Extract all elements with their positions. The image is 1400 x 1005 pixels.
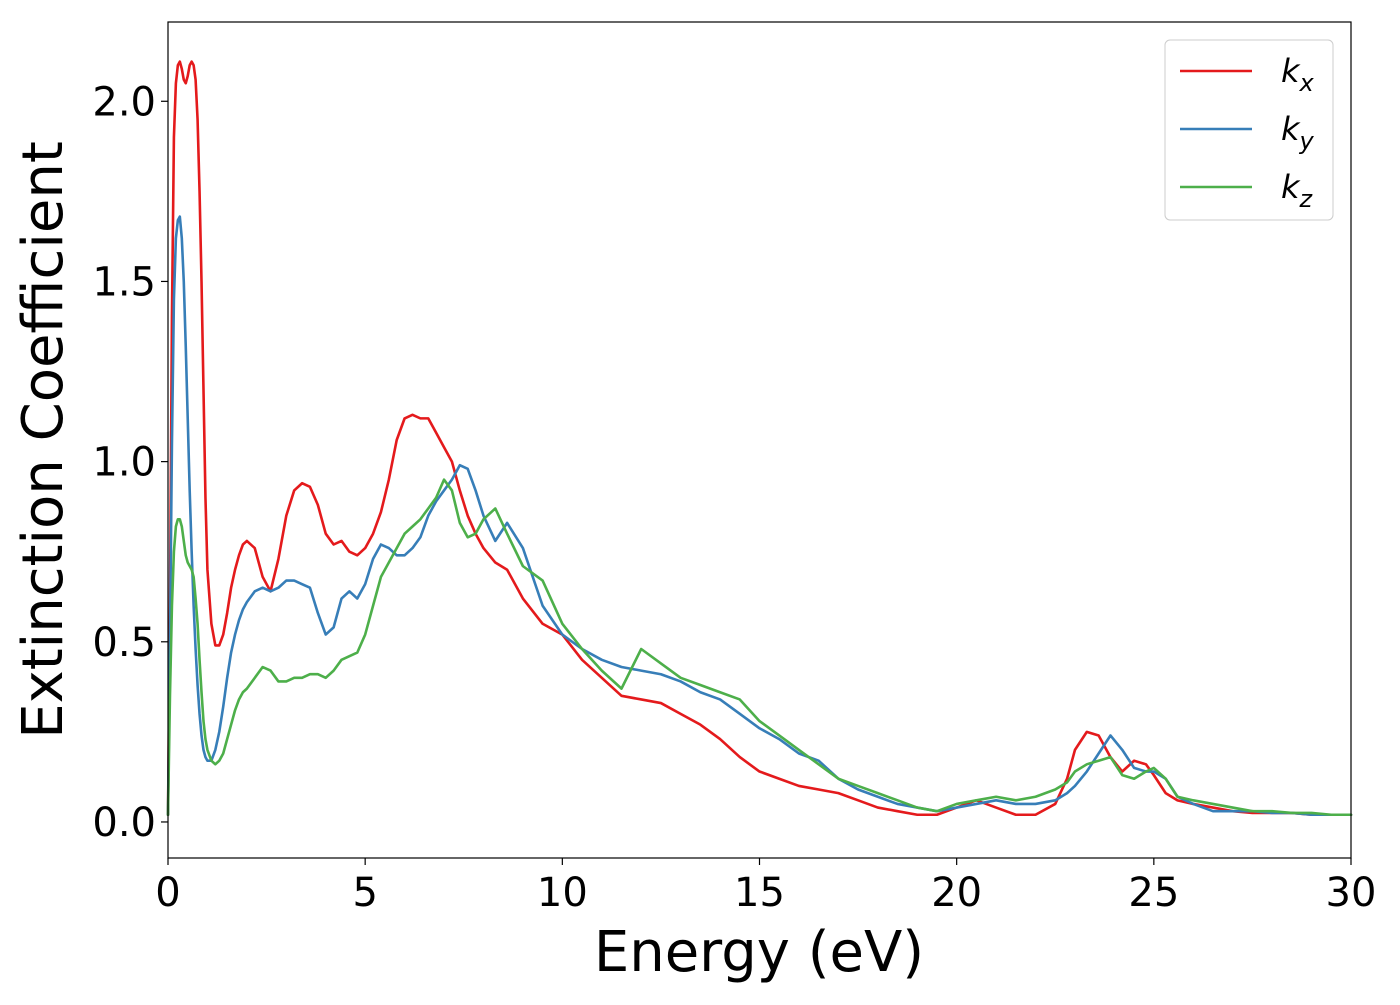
x-axis-title: Energy (eV) — [594, 920, 924, 985]
y-tick-label: 0.0 — [92, 800, 156, 846]
y-tick-label: 1.5 — [92, 259, 156, 305]
x-tick-label: 15 — [734, 870, 785, 916]
x-tick-label: 25 — [1128, 870, 1179, 916]
x-tick-label: 20 — [931, 870, 982, 916]
y-axis-title: Extinction Coefficient — [11, 141, 76, 739]
series-layer — [166, 60, 1353, 817]
y-axis-ticks: 0.0 0.5 1.0 1.5 2.0 — [92, 79, 168, 846]
y-tick-label: 2.0 — [92, 79, 156, 125]
series-line-z — [166, 478, 1353, 817]
series-line-x — [166, 60, 1353, 817]
legend-label-x: kx — [1281, 52, 1315, 97]
series-line-y — [166, 215, 1353, 817]
x-tick-label: 5 — [352, 870, 377, 916]
x-axis-ticks: 0 5 10 15 20 25 30 — [155, 858, 1376, 916]
legend-label-y: ky — [1281, 110, 1315, 155]
x-tick-label: 30 — [1326, 870, 1377, 916]
x-tick-label: 10 — [537, 870, 588, 916]
y-tick-label: 1.0 — [92, 440, 156, 486]
x-tick-label: 0 — [155, 870, 180, 916]
y-tick-label: 0.5 — [92, 620, 156, 666]
